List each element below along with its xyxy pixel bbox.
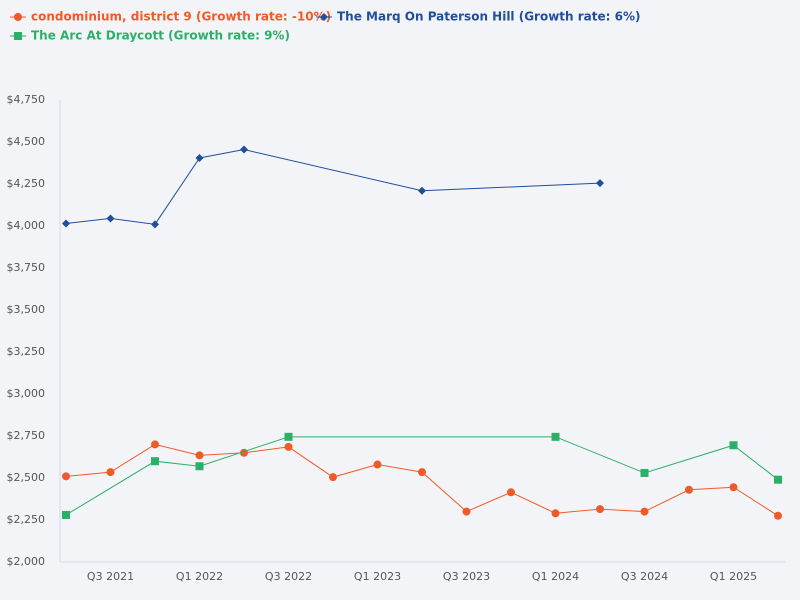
point [640, 507, 649, 516]
legend-label: The Arc At Draycott (Growth rate: 9%) [31, 29, 290, 43]
y-tick-label: $2,500 [7, 471, 46, 484]
y-tick-label: $2,750 [7, 429, 46, 442]
legend-label: The Marq On Paterson Hill (Growth rate: … [337, 10, 641, 24]
point [106, 468, 115, 477]
y-tick-label: $4,250 [7, 177, 46, 190]
y-tick-label: $4,000 [7, 219, 46, 232]
legend-marker [14, 32, 22, 40]
point [418, 186, 426, 195]
point [195, 451, 204, 460]
point [507, 488, 515, 497]
y-tick-label: $3,000 [7, 387, 46, 400]
legend-marker [320, 13, 328, 21]
point [151, 440, 159, 449]
y-tick-label: $2,000 [7, 555, 46, 568]
point [62, 510, 70, 519]
point [640, 468, 649, 477]
x-tick-label: Q1 2024 [532, 570, 579, 583]
point [462, 507, 471, 516]
x-tick-label: Q1 2025 [710, 570, 757, 583]
point [596, 505, 604, 514]
series-line [65, 443, 779, 517]
point [151, 220, 159, 229]
point [151, 457, 159, 466]
point [729, 483, 738, 492]
x-tick-label: Q3 2022 [265, 570, 312, 583]
point [373, 460, 382, 469]
x-tick-label: Q3 2023 [443, 570, 490, 583]
point [551, 509, 560, 518]
point [329, 473, 337, 482]
y-tick-label: $4,750 [7, 93, 46, 106]
point [284, 442, 293, 451]
x-tick-label: Q3 2021 [87, 570, 134, 583]
x-tick-label: Q3 2024 [621, 570, 668, 583]
x-tick-label: Q1 2023 [354, 570, 401, 583]
legend-label: condominium, district 9 (Growth rate: -1… [31, 10, 331, 24]
point [62, 472, 70, 481]
legend-marker [14, 13, 22, 21]
point [551, 432, 560, 441]
point [685, 485, 693, 494]
y-tick-label: $2,250 [7, 513, 46, 526]
point [774, 475, 782, 484]
point [774, 511, 782, 520]
point [418, 468, 426, 477]
point [106, 214, 115, 223]
y-tick-label: $3,250 [7, 345, 46, 358]
point [596, 179, 604, 188]
series-line [65, 436, 779, 516]
point [240, 145, 248, 154]
point [195, 153, 204, 162]
point [729, 441, 738, 450]
x-tick-label: Q1 2022 [176, 570, 223, 583]
series-line [65, 149, 601, 225]
point [284, 432, 293, 441]
y-tick-label: $3,500 [7, 303, 46, 316]
point [195, 462, 204, 471]
y-tick-label: $4,500 [7, 135, 46, 148]
point [62, 219, 70, 228]
y-tick-label: $3,750 [7, 261, 46, 274]
